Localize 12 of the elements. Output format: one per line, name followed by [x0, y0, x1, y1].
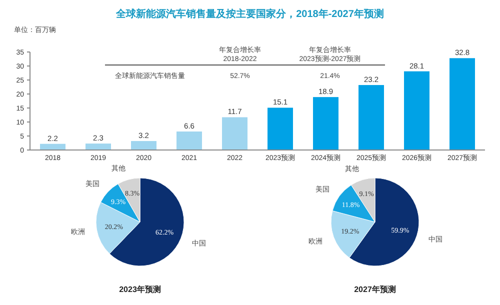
bar	[358, 85, 384, 150]
chart-title: 全球新能源汽车销售量及按主要国家分，2018年-2027年预测	[115, 8, 384, 20]
bar	[131, 141, 156, 150]
bar	[86, 144, 111, 150]
bar	[176, 132, 202, 150]
bar	[404, 71, 430, 150]
text: 2023年预测	[119, 285, 161, 294]
bar	[268, 108, 293, 150]
bar	[313, 97, 338, 150]
bar	[222, 117, 248, 150]
text: 2027年预测	[354, 285, 396, 294]
bar	[450, 58, 475, 150]
